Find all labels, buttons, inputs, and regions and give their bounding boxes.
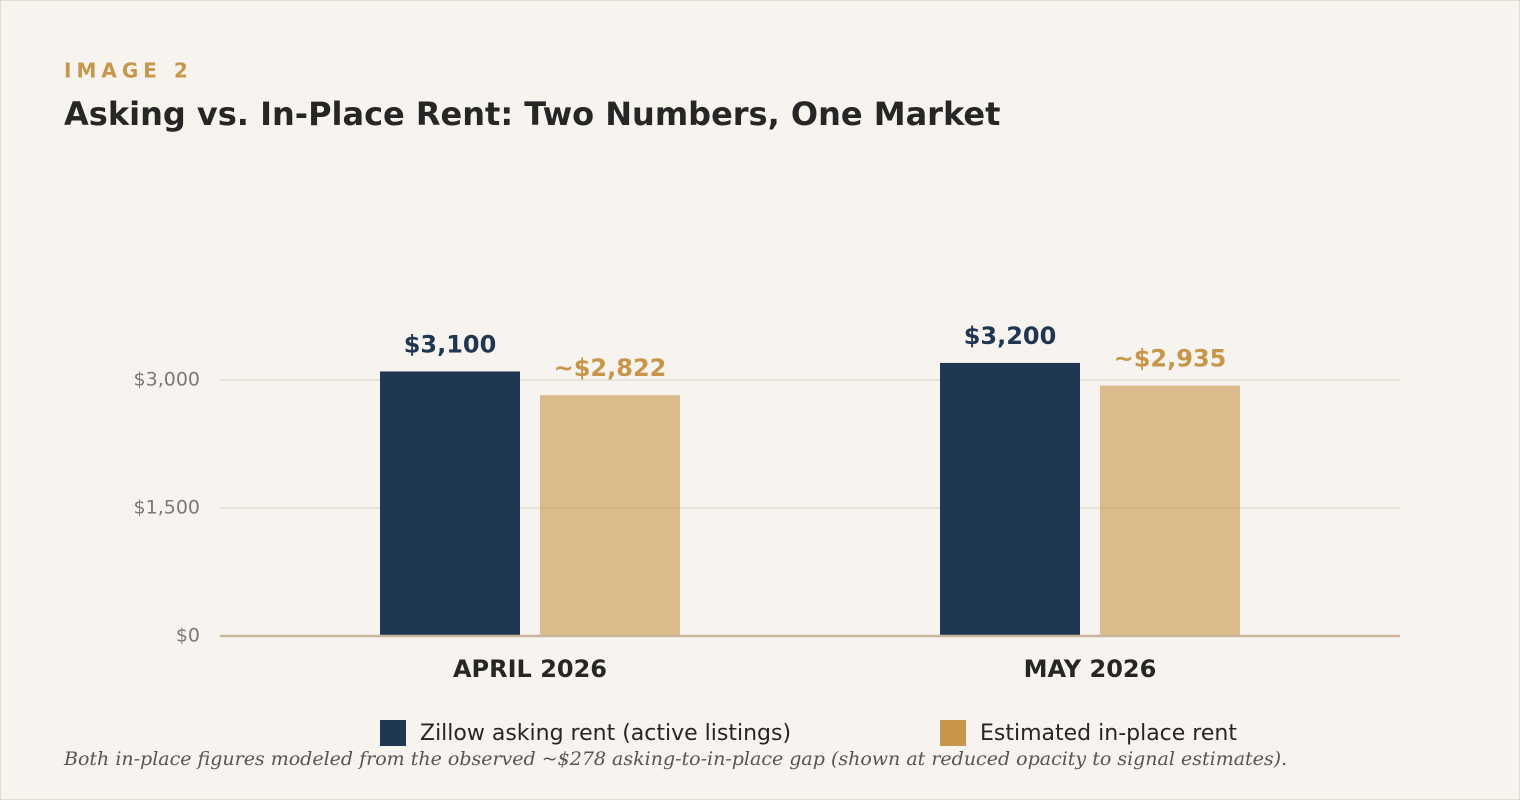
x-tick-label: MAY 2026	[1024, 655, 1157, 683]
value-label: ~$2,822	[554, 354, 667, 382]
bar	[1100, 385, 1240, 636]
y-tick-label: $1,500	[134, 497, 200, 519]
value-label: ~$2,935	[1114, 345, 1227, 373]
value-label: $3,100	[404, 330, 497, 358]
y-tick-label: $0	[176, 625, 200, 647]
x-tick-label: APRIL 2026	[453, 655, 607, 683]
legend-swatch	[940, 720, 966, 746]
chart-title: Asking vs. In-Place Rent: Two Numbers, O…	[64, 95, 1000, 133]
bar	[540, 395, 680, 636]
bar	[940, 362, 1080, 636]
kicker: IMAGE 2	[64, 59, 193, 83]
value-label: $3,200	[964, 322, 1057, 350]
legend-label: Estimated in-place rent	[980, 721, 1237, 746]
y-tick-label: $3,000	[134, 369, 200, 391]
footnote: Both in-place figures modeled from the o…	[63, 748, 1287, 770]
bar	[380, 371, 520, 636]
legend-swatch	[380, 720, 406, 746]
legend-label: Zillow asking rent (active listings)	[420, 721, 791, 746]
